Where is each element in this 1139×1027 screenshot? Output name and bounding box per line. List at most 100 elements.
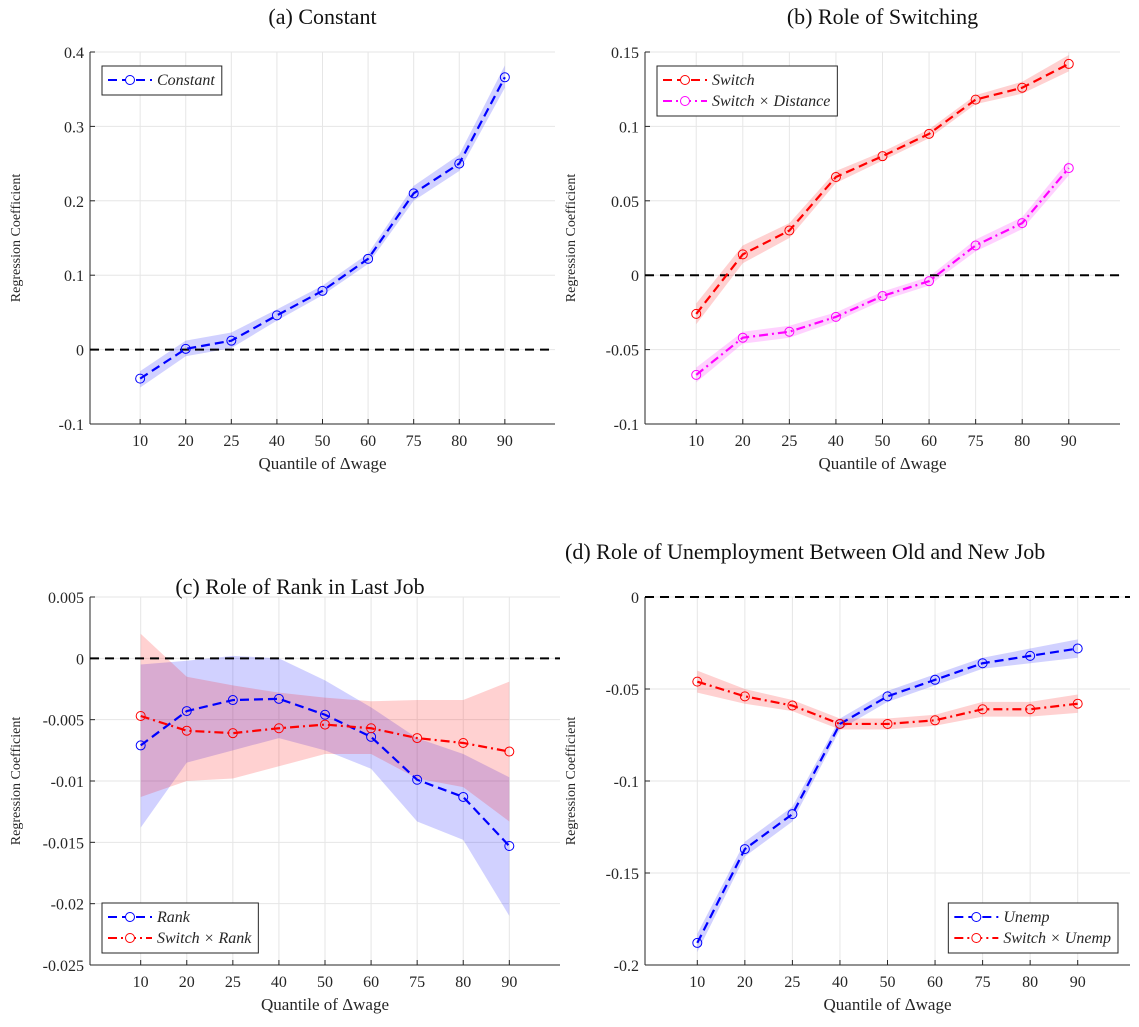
x-tick-label: 25 <box>781 433 797 450</box>
point <box>504 746 515 757</box>
legend-box <box>101 902 259 954</box>
x-tick-label: 80 <box>451 433 467 450</box>
x-tick-label: 80 <box>455 974 471 991</box>
point <box>273 693 284 704</box>
x-tick-label: 20 <box>178 433 194 450</box>
y-tick-label: -0.02 <box>51 897 84 914</box>
legend-marker <box>971 933 982 943</box>
confidence-band <box>697 670 1078 730</box>
legend-label: Switch <box>712 72 755 89</box>
x-tick-label: 80 <box>1022 974 1038 991</box>
confidence-band <box>140 633 510 822</box>
y-tick-label: 0 <box>76 343 84 360</box>
y-axis-label: Regression Coefficient <box>9 717 24 846</box>
series-line <box>139 76 506 380</box>
point <box>1072 643 1083 654</box>
point <box>454 158 465 169</box>
legend-box <box>101 65 223 96</box>
x-tick-label: 75 <box>409 974 425 991</box>
point <box>787 700 798 711</box>
y-tick-label: 0.1 <box>64 268 84 285</box>
y-tick-label: -0.2 <box>614 958 639 975</box>
point <box>924 276 935 287</box>
point <box>1017 82 1028 93</box>
point <box>226 335 237 346</box>
x-tick-label: 90 <box>497 433 513 450</box>
point <box>877 151 888 162</box>
x-tick-label: 60 <box>360 433 376 450</box>
legend-box <box>656 65 838 117</box>
point <box>317 285 328 296</box>
x-tick-label: 50 <box>315 433 331 450</box>
point <box>135 373 146 384</box>
legend-marker <box>125 912 135 922</box>
point <box>227 728 238 739</box>
point <box>1063 58 1074 69</box>
legend-marker <box>680 96 690 106</box>
point <box>499 72 510 83</box>
x-tick-label: 90 <box>1070 974 1086 991</box>
point <box>830 311 841 322</box>
y-tick-label: 0.2 <box>64 194 84 211</box>
y-tick-label: 0.005 <box>48 590 84 607</box>
point <box>882 691 893 702</box>
legend-marker <box>125 75 135 85</box>
point <box>320 719 330 730</box>
point <box>830 171 841 182</box>
series-line <box>696 647 1078 944</box>
point <box>692 676 703 687</box>
point <box>408 188 419 199</box>
point <box>412 733 423 744</box>
legend-label: Switch × Unemp <box>1003 930 1111 947</box>
x-tick-label: 60 <box>363 974 379 991</box>
y-tick-label: -0.1 <box>614 774 639 791</box>
x-tick-label: 20 <box>735 433 751 450</box>
point <box>366 723 377 734</box>
legend-marker <box>971 912 982 922</box>
point <box>458 737 469 748</box>
point <box>977 704 988 715</box>
legend-label: Rank <box>156 909 191 926</box>
x-tick-label: 75 <box>968 433 984 450</box>
x-tick-label: 40 <box>828 433 844 450</box>
point <box>737 332 748 343</box>
legend: Switch Switch × Distance <box>656 65 838 117</box>
point <box>320 709 330 720</box>
series-line <box>695 167 1070 376</box>
x-tick-label: 40 <box>269 433 285 450</box>
point <box>692 937 703 948</box>
point <box>977 658 988 669</box>
point <box>1025 704 1036 715</box>
x-tick-label: 40 <box>832 974 848 991</box>
x-axis-label: Quantile of Δwage <box>259 454 387 473</box>
legend: Unemp Switch × Unemp <box>947 902 1119 954</box>
y-tick-label: 0.3 <box>64 119 84 136</box>
point <box>363 253 374 264</box>
x-tick-label: 50 <box>880 974 896 991</box>
chart-title: (b) Role of Switching <box>786 4 979 29</box>
series-line <box>140 697 511 847</box>
y-axis-label: Regression Coefficient <box>564 174 579 303</box>
x-tick-label: 60 <box>921 433 937 450</box>
x-tick-label: 80 <box>1014 433 1030 450</box>
x-tick-label: 40 <box>271 974 287 991</box>
x-tick-label: 75 <box>975 974 991 991</box>
x-tick-label: 25 <box>223 433 239 450</box>
y-tick-label: -0.1 <box>59 417 84 434</box>
y-axis-label: Regression Coefficient <box>9 174 24 303</box>
y-tick-label: 0.05 <box>611 194 639 211</box>
x-tick-label: 60 <box>927 974 943 991</box>
point <box>970 94 981 105</box>
x-tick-label: 50 <box>875 433 891 450</box>
point <box>1063 163 1074 174</box>
point <box>273 723 284 734</box>
x-axis-label: Quantile of Δwage <box>261 995 389 1014</box>
legend-box <box>947 902 1119 954</box>
point <box>784 326 795 337</box>
y-tick-label: 0 <box>631 268 639 285</box>
point <box>135 710 146 721</box>
y-tick-label: -0.1 <box>614 417 639 434</box>
y-axis-label: Regression Coefficient <box>564 717 579 846</box>
legend-label: Switch × Rank <box>157 930 252 947</box>
